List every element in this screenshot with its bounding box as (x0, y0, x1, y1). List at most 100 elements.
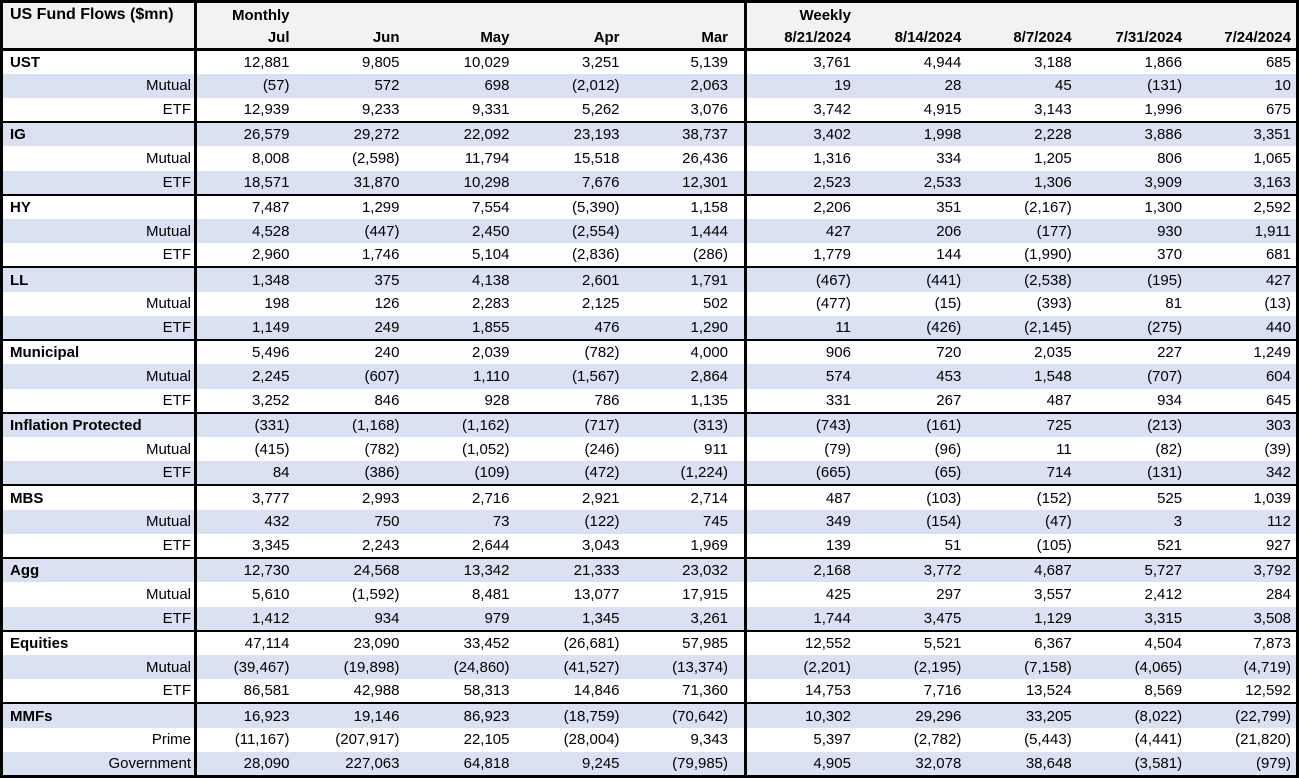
cell-monthly: 240 (305, 339, 416, 365)
cell-monthly: 9,245 (525, 751, 636, 777)
table-row: ETF 1,149 249 1,855 476 1,290 11 (426) (2,145) (2… (1, 315, 1298, 341)
table-header: US Fund Flows ($mn) Monthly Weekly Jul J… (1, 1, 1298, 51)
row-sub-label: ETF (1, 243, 197, 268)
cell-monthly: 15,518 (525, 146, 636, 171)
column-header-jul: Jul (195, 27, 306, 51)
cell-monthly: 2,601 (525, 266, 636, 292)
row-group-label: UST (1, 49, 197, 74)
table-title: US Fund Flows ($mn) (1, 1, 197, 51)
row-sub-label: ETF (1, 315, 197, 341)
cell-monthly: 12,730 (195, 557, 306, 583)
cell-weekly: 1,996 (1076, 97, 1188, 123)
cell-monthly: 9,805 (305, 49, 416, 74)
cell-monthly: 1,158 (635, 193, 748, 220)
cell-monthly: (782) (305, 437, 416, 462)
cell-weekly: 714 (966, 461, 1077, 486)
cell-weekly: 1,316 (745, 146, 856, 171)
cell-weekly: 3,508 (1187, 606, 1298, 631)
cell-weekly: (477) (745, 291, 856, 316)
row-sub-label: ETF (1, 533, 197, 559)
cell-weekly: (47) (966, 509, 1077, 534)
monthly-header-spacer (305, 1, 636, 28)
cell-monthly: 9,343 (635, 727, 748, 752)
cell-weekly: 12,552 (745, 629, 856, 655)
cell-monthly: 1,345 (525, 606, 636, 631)
cell-monthly: 4,138 (415, 266, 526, 292)
table-row: IG 26,579 29,272 22,092 23,193 38,737 3,402 1,9… (1, 121, 1298, 147)
cell-weekly: 139 (745, 533, 856, 559)
column-header-may: May (415, 27, 526, 51)
column-header-jun: Jun (305, 27, 416, 51)
cell-monthly: (313) (635, 411, 748, 437)
cell-weekly: 7,716 (855, 679, 967, 704)
cell-monthly: 14,846 (525, 679, 636, 704)
cell-monthly: 3,252 (195, 388, 306, 413)
cell-weekly: 4,504 (1076, 629, 1188, 655)
cell-monthly: 846 (305, 388, 416, 413)
cell-weekly: (4,719) (1187, 654, 1298, 680)
cell-monthly: 24,568 (305, 557, 416, 583)
cell-weekly: (665) (745, 461, 856, 486)
cell-weekly: (1,990) (966, 243, 1077, 268)
cell-monthly: (1,567) (525, 364, 636, 389)
cell-weekly: 2,523 (745, 170, 856, 195)
cell-weekly: 2,206 (745, 193, 856, 220)
cell-weekly: 720 (855, 339, 967, 365)
cell-monthly: (207,917) (305, 727, 416, 752)
cell-monthly: (79,985) (635, 751, 748, 777)
cell-weekly: (4,441) (1076, 727, 1188, 752)
table-row: Mutual (415) (782) (1,052) (246) 911 (79) (96) 1… (1, 437, 1298, 462)
row-sub-label: Mutual (1, 582, 197, 607)
cell-monthly: 979 (415, 606, 526, 631)
weekly-header-spacer (855, 1, 1298, 28)
table-row: MBS 3,777 2,993 2,716 2,921 2,714 487 (103) (152… (1, 484, 1298, 510)
cell-monthly: 17,915 (635, 582, 748, 607)
column-header-week-1: 8/21/2024 (745, 27, 856, 51)
cell-weekly: 1,866 (1076, 49, 1188, 74)
cell-monthly: (2,598) (305, 146, 416, 171)
cell-weekly: 1,249 (1187, 339, 1298, 365)
cell-monthly: (26,681) (525, 629, 636, 655)
column-header-week-2: 8/14/2024 (855, 27, 967, 51)
cell-monthly: 22,092 (415, 121, 526, 147)
cell-monthly: 7,676 (525, 170, 636, 195)
cell-weekly: 29,296 (855, 702, 967, 728)
cell-weekly: 1,039 (1187, 484, 1298, 510)
cell-weekly: (131) (1076, 461, 1188, 486)
cell-weekly: 487 (745, 484, 856, 510)
cell-monthly: 1,855 (415, 315, 526, 341)
table-row: ETF 3,345 2,243 2,644 3,043 1,969 139 51 (105) 52… (1, 533, 1298, 559)
cell-weekly: (154) (855, 509, 967, 534)
cell-weekly: 675 (1187, 97, 1298, 123)
cell-weekly: 112 (1187, 509, 1298, 534)
cell-weekly: 425 (745, 582, 856, 607)
table-row: Mutual 5,610 (1,592) 8,481 13,077 17,915 425 29… (1, 582, 1298, 607)
cell-monthly: 2,283 (415, 291, 526, 316)
cell-weekly: 2,533 (855, 170, 967, 195)
cell-monthly: 33,452 (415, 629, 526, 655)
cell-monthly: 502 (635, 291, 748, 316)
cell-monthly: 26,579 (195, 121, 306, 147)
cell-monthly: (607) (305, 364, 416, 389)
cell-monthly: 476 (525, 315, 636, 341)
cell-weekly: 38,648 (966, 751, 1077, 777)
table-row: Prime (11,167) (207,917) 22,105 (28,004) 9,34… (1, 727, 1298, 752)
cell-weekly: (21,820) (1187, 727, 1298, 752)
weekly-section-header: Weekly (745, 1, 856, 28)
cell-monthly: (57) (195, 73, 306, 98)
cell-weekly: 604 (1187, 364, 1298, 389)
table-row: ETF 1,412 934 979 1,345 3,261 1,744 3,475 1,129 3… (1, 606, 1298, 631)
cell-monthly: 1,348 (195, 266, 306, 292)
cell-weekly: 14,753 (745, 679, 856, 704)
cell-monthly: 9,331 (415, 97, 526, 123)
cell-weekly: (5,443) (966, 727, 1077, 752)
cell-weekly: 1,306 (966, 170, 1077, 195)
cell-monthly: 13,342 (415, 557, 526, 583)
cell-monthly: 7,554 (415, 193, 526, 220)
cell-weekly: 1,911 (1187, 219, 1298, 244)
cell-monthly: 4,528 (195, 219, 306, 244)
cell-weekly: 51 (855, 533, 967, 559)
table-row: Mutual 2,245 (607) 1,110 (1,567) 2,864 574 453 1… (1, 364, 1298, 389)
cell-monthly: (41,527) (525, 654, 636, 680)
cell-weekly: (2,195) (855, 654, 967, 680)
